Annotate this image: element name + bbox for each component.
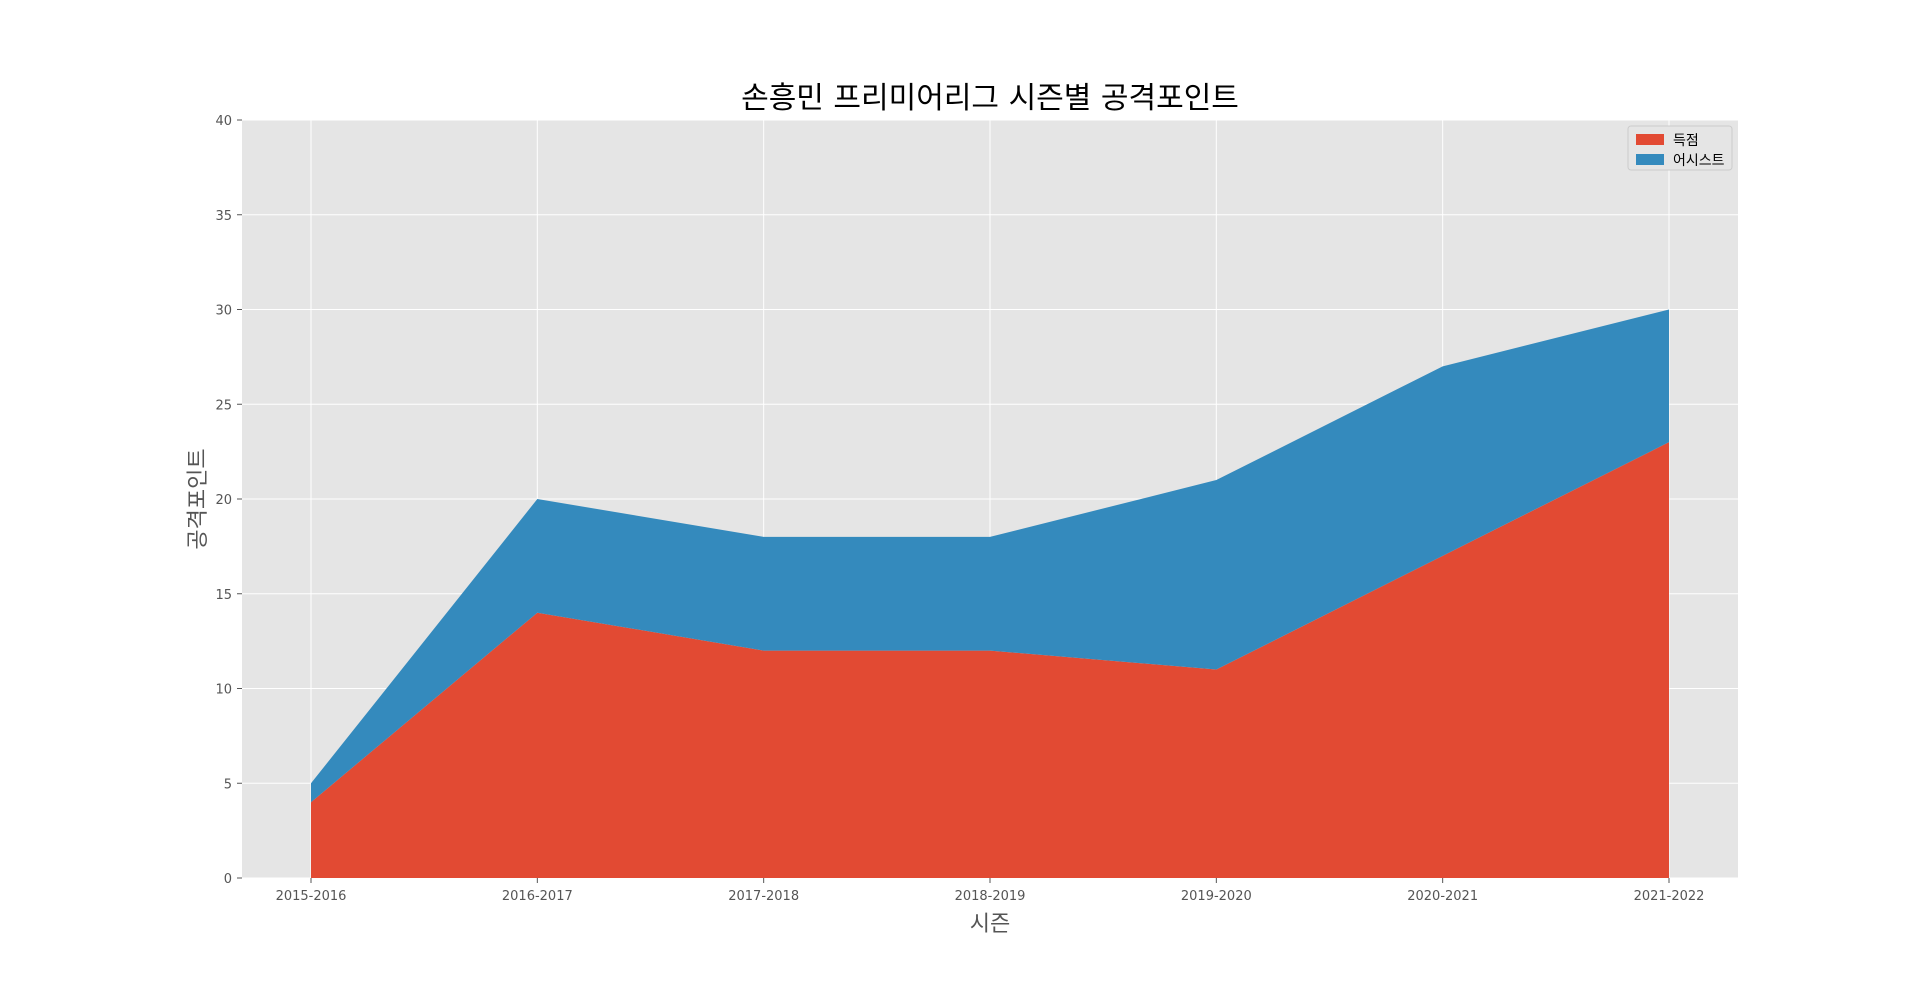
x-tick-label: 2021-2022 [1634, 889, 1705, 904]
area-series [311, 309, 1669, 878]
y-tick-label: 5 [224, 777, 232, 792]
y-axis-label: 공격포인트 [186, 448, 211, 549]
y-tick-label: 35 [215, 209, 232, 224]
y-tick-label: 25 [215, 398, 232, 413]
y-tick-label: 20 [215, 493, 232, 508]
y-axis-ticks: 0 5 10 15 20 25 30 35 40 [215, 114, 242, 887]
legend-label: 득점 [1673, 133, 1699, 149]
legend-label: 어시스트 [1673, 153, 1725, 169]
area-series-2 [311, 309, 1669, 803]
x-tick-label: 2016-2017 [502, 889, 573, 904]
legend-swatch [1636, 134, 1664, 145]
y-tick-label: 30 [215, 304, 232, 319]
chart-title: 손흥민 프리미어리그 시즌별 공격포인트 [741, 81, 1239, 116]
legend-swatch [1636, 154, 1664, 165]
y-tick-label: 15 [215, 588, 232, 603]
y-tick-label: 40 [215, 114, 232, 129]
x-axis-label: 시즌 [970, 912, 1010, 937]
x-tick-label: 2020-2021 [1407, 889, 1478, 904]
x-tick-label: 2019-2020 [1181, 889, 1252, 904]
x-tick-label: 2015-2016 [276, 889, 347, 904]
y-tick-label: 0 [224, 872, 232, 887]
x-tick-label: 2018-2019 [955, 889, 1026, 904]
x-axis-ticks: 2015-2016 2016-2017 2017-2018 2018-2019 2019… [276, 878, 1705, 904]
area-series-1 [311, 442, 1669, 878]
y-tick-label: 10 [215, 683, 232, 698]
x-tick-label: 2017-2018 [728, 889, 799, 904]
